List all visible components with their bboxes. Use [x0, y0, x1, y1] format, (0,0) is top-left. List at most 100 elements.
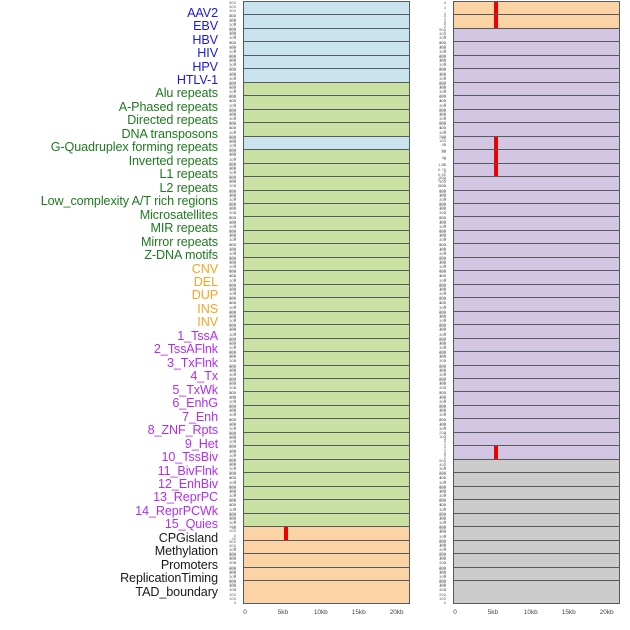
yaxis-tick-label: 500 [229, 188, 236, 194]
yaxis-tick-label: 0 [443, 586, 446, 592]
yaxis-tick-label: 0 [443, 21, 446, 26]
yaxis-tick-label: 100 [229, 124, 236, 130]
yaxis-tick-label: 200 [439, 537, 446, 543]
yaxis-tick-label: 400 [439, 516, 446, 521]
yaxis-tick-label: 100 [229, 192, 236, 197]
yaxis-tick-label: 300 [229, 426, 236, 431]
yaxis-tick-label: 200 [229, 66, 236, 72]
yaxis-tick-label: 200 [229, 564, 236, 570]
yaxis-tick-label: 100 [229, 84, 236, 89]
yaxis-tick-group: 500 400 300 200 100 0 [219, 94, 238, 120]
yaxis-tick-label: 0 [443, 411, 446, 417]
yaxis-tick-label: 0 [233, 263, 236, 269]
yaxis-tick-label: 300 [439, 506, 446, 512]
yaxis-tick-label: 500 [229, 309, 236, 315]
yaxis-tick-label: 300 [229, 89, 236, 95]
yaxis-tick-label: 500 [439, 54, 446, 59]
yaxis-tick-label: 300 [229, 35, 236, 41]
yaxis-tick-label: 200 [439, 484, 446, 489]
yaxis-tick-label: 300 [439, 587, 446, 593]
yaxis-tick-group: 500 400 300 200 100 0 [429, 526, 448, 551]
yaxis-tick-label: 100 [229, 407, 236, 413]
yaxis-tick-label: 300 [439, 264, 446, 270]
yaxis-tick-label: 100 [229, 43, 236, 49]
yaxis-tick-label: 300 [229, 331, 236, 337]
yaxis-tick-label: 500 [229, 94, 236, 100]
yaxis-tick-label: 200 [229, 362, 236, 368]
yaxis-tick-label: 200 [439, 187, 446, 193]
yaxis-tick-label: 0 [233, 304, 236, 309]
yaxis-tick-label: 2 [443, 24, 446, 29]
yaxis-tick-label: 500 [229, 107, 236, 113]
yaxis-tick-group: 500 400 300 200 100 0 [429, 405, 448, 430]
yaxis-tick-label: 500 [229, 350, 236, 355]
yaxis-tick-label: 100 [229, 340, 236, 345]
yaxis-tick-label: 300 [439, 533, 446, 539]
row-label-dup: DUP [191, 288, 218, 303]
x-axis-tick-label: 15kb [561, 609, 576, 616]
yaxis-tick-label: 400 [439, 421, 446, 427]
yaxis-tick-label: 400 [229, 408, 236, 413]
yaxis-tick-label: 0 [233, 128, 236, 134]
yaxis-tick-label: 500 [229, 323, 236, 328]
yaxis-tick-group: 500 400 300 200 100 0 [219, 566, 238, 591]
yaxis-tick-label: 300 [439, 399, 446, 404]
yaxis-tick-label: 100 [439, 57, 446, 63]
yaxis-tick-label: 40 [441, 141, 446, 147]
yaxis-tick-label: 4 [443, 431, 446, 436]
yaxis-tick-label: 400 [439, 475, 446, 481]
yaxis-tick-label: 500 [439, 175, 446, 180]
yaxis-tick-label: 0 [233, 505, 236, 511]
yaxis-tick-label: 400 [439, 287, 446, 292]
yaxis-tick-label: 500 [229, 256, 236, 261]
yaxis-tick-label: 200 [439, 309, 446, 314]
yaxis-tick-label: 200 [439, 362, 446, 368]
yaxis-tick-group: 500 400 300 200 100 0 [219, 580, 238, 605]
yaxis-tick-label: 200 [229, 80, 236, 85]
yaxis-tick-label: 300 [229, 116, 236, 121]
x-axis-right: 0 5kb 10kb 15kb 20kb [453, 607, 620, 625]
yaxis-tick-label: 300 [439, 197, 446, 202]
yaxis-tick-group: 500 400 300 200 100 0 [429, 485, 448, 510]
yaxis-tick-label: 200 [229, 403, 236, 408]
yaxis-tick-label: 200 [229, 147, 236, 153]
yaxis-tick-label: 400 [229, 583, 236, 589]
yaxis-tick-label: 500 [229, 40, 236, 46]
yaxis-tick-label: 0 [443, 75, 446, 80]
yaxis-tick-label: 300 [229, 587, 236, 593]
yaxis-tick-label: 300 [439, 466, 446, 472]
track-panel[interactable] [243, 580, 410, 604]
yaxis-tick-label: 200 [229, 228, 236, 233]
yaxis-tick-label: 400 [229, 71, 236, 77]
yaxis-tick-group: 60 40 20 0 [429, 135, 448, 160]
yaxis-tick-label: 0 [443, 546, 446, 551]
yaxis-tick-label: 200 [439, 268, 446, 274]
yaxis-tick-label: 400 [439, 246, 446, 252]
yaxis-tick-label: 500 [229, 444, 236, 450]
yaxis-tick-label: 400 [439, 543, 446, 548]
yaxis-tick-label: 200 [229, 120, 236, 126]
yaxis-tick-label: 500 [229, 417, 236, 423]
yaxis-tick-label: 4 [443, 444, 446, 450]
yaxis-tick-label: 20 [441, 148, 446, 154]
yaxis-tick-label: 200 [439, 282, 446, 287]
yaxis-tick-label: 400 [229, 354, 236, 360]
yaxis-tick-group: 500 400 300 200 100 0 [429, 512, 448, 537]
yaxis-tick-label: 400 [229, 219, 236, 225]
yaxis-tick-label: 400 [439, 583, 446, 589]
yaxis-tick-group: 500 400 300 200 100 0 [429, 270, 448, 295]
yaxis-tick-label: 500 [229, 511, 236, 517]
yaxis-tick-label: 500 [229, 81, 236, 86]
yaxis-tick-label: 100 [439, 232, 446, 238]
yaxis-tick-label: 200 [439, 578, 446, 583]
yaxis-tick-label: 100 [439, 245, 446, 251]
yaxis-tick-label: 100 [229, 515, 236, 520]
yaxis-tick-label: 300 [229, 399, 236, 404]
x-axis-tick-label: 20kb [389, 609, 404, 616]
yaxis-tick-label: 100 [229, 447, 236, 453]
yaxis-tick-label: 500 [439, 309, 446, 315]
yaxis-tick-label: 200 [439, 497, 446, 503]
yaxis-tick-group: 500 400 300 200 100 0 [429, 230, 448, 255]
track-panel[interactable] [453, 580, 620, 604]
yaxis-tick-group: 500 400 300 200 100 0 [219, 54, 238, 79]
